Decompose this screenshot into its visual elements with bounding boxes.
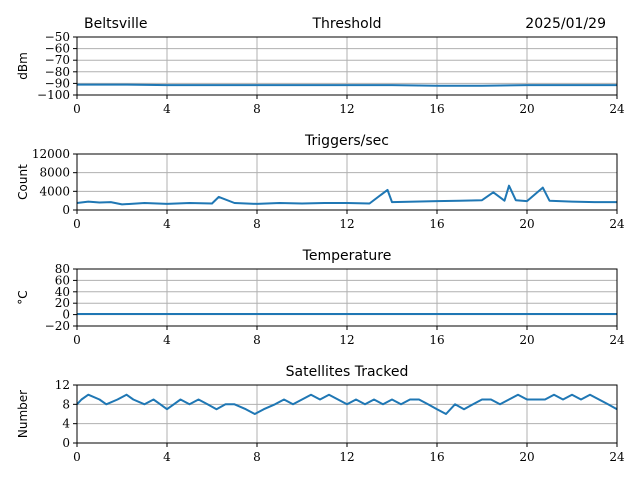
location-label: Beltsville [84, 16, 147, 32]
x-tick-label: 24 [609, 450, 625, 464]
y-tick-label: 8 [62, 397, 70, 411]
x-tick-label: 16 [429, 333, 444, 347]
series-line [77, 83, 617, 87]
y-tick-label: −60 [45, 42, 70, 56]
x-tick-label: 0 [73, 333, 81, 347]
x-tick-label: 16 [429, 217, 444, 231]
plots: 0 4 8 12 16 20 24 −100−90−80−70−60−50 Threshold d… [16, 16, 625, 464]
y-tick-label: 60 [55, 273, 70, 287]
y-tick-label: −50 [45, 30, 70, 44]
x-tick-label: 4 [163, 450, 171, 464]
x-tick-label: 4 [163, 102, 171, 116]
panel-1: 0 4 8 12 16 20 24 −100−90−80−70−60−50 Threshold d… [16, 16, 625, 116]
x-tick-label: 16 [429, 450, 444, 464]
x-tick-label: 8 [253, 450, 261, 464]
x-tick-label: 8 [253, 217, 261, 231]
y-tick-label: 4000 [39, 184, 70, 198]
x-tick-label: 24 [609, 102, 625, 116]
y-tick-label: 80 [55, 262, 70, 276]
panel-4: 0 4 8 12 16 20 24 0 4 8 12 Satellites Tracked Number [16, 364, 625, 464]
x-tick-label: 20 [519, 450, 534, 464]
y-tick-label: 0 [62, 203, 70, 217]
panel-title: Threshold [312, 16, 382, 32]
y-axis-label: dBm [16, 52, 30, 80]
y-axis-label: Count [16, 164, 30, 200]
x-tick-label: 24 [609, 333, 625, 347]
x-tick-label: 24 [609, 217, 625, 231]
x-tick-label: 12 [339, 333, 354, 347]
series-line [76, 393, 618, 415]
y-tick-label: 8000 [39, 166, 70, 180]
panel-2: 0 4 8 12 16 20 24 0 4000 8000 12000 Triggers/sec Cou… [16, 133, 625, 231]
series-line [76, 184, 617, 206]
y-axis-label: Number [16, 390, 30, 438]
panel-title: Satellites Tracked [286, 364, 409, 380]
x-tick-label: 20 [519, 333, 534, 347]
y-tick-label: 20 [55, 296, 70, 310]
x-tick-label: 20 [519, 102, 534, 116]
y-tick-label: 12 [55, 378, 70, 392]
x-tick-label: 8 [253, 333, 261, 347]
panel-title: Triggers/sec [304, 133, 389, 149]
y-axis-label: °C [16, 290, 30, 304]
x-tick-label: 4 [163, 217, 171, 231]
y-tick-label: 0 [62, 436, 70, 450]
y-tick-label: −70 [45, 53, 70, 67]
x-tick-label: 12 [339, 450, 354, 464]
x-tick-label: 0 [73, 450, 81, 464]
y-tick-label: −100 [37, 88, 70, 102]
x-tick-label: 12 [339, 102, 354, 116]
x-tick-label: 16 [429, 102, 444, 116]
date-label: 2025/01/29 [525, 16, 606, 32]
y-tick-label: −20 [45, 319, 70, 333]
y-tick-label: 4 [62, 417, 70, 431]
x-tick-label: 20 [519, 217, 534, 231]
panel-title: Temperature [302, 248, 392, 264]
y-tick-label: −90 [45, 76, 70, 90]
x-tick-label: 0 [73, 102, 81, 116]
x-tick-label: 4 [163, 333, 171, 347]
x-tick-label: 12 [339, 217, 354, 231]
y-tick-label: 0 [62, 308, 70, 322]
y-tick-label: 40 [55, 285, 70, 299]
y-tick-label: 12000 [32, 147, 70, 161]
x-tick-label: 0 [73, 217, 81, 231]
y-tick-label: −80 [45, 65, 70, 79]
x-tick-label: 8 [253, 102, 261, 116]
